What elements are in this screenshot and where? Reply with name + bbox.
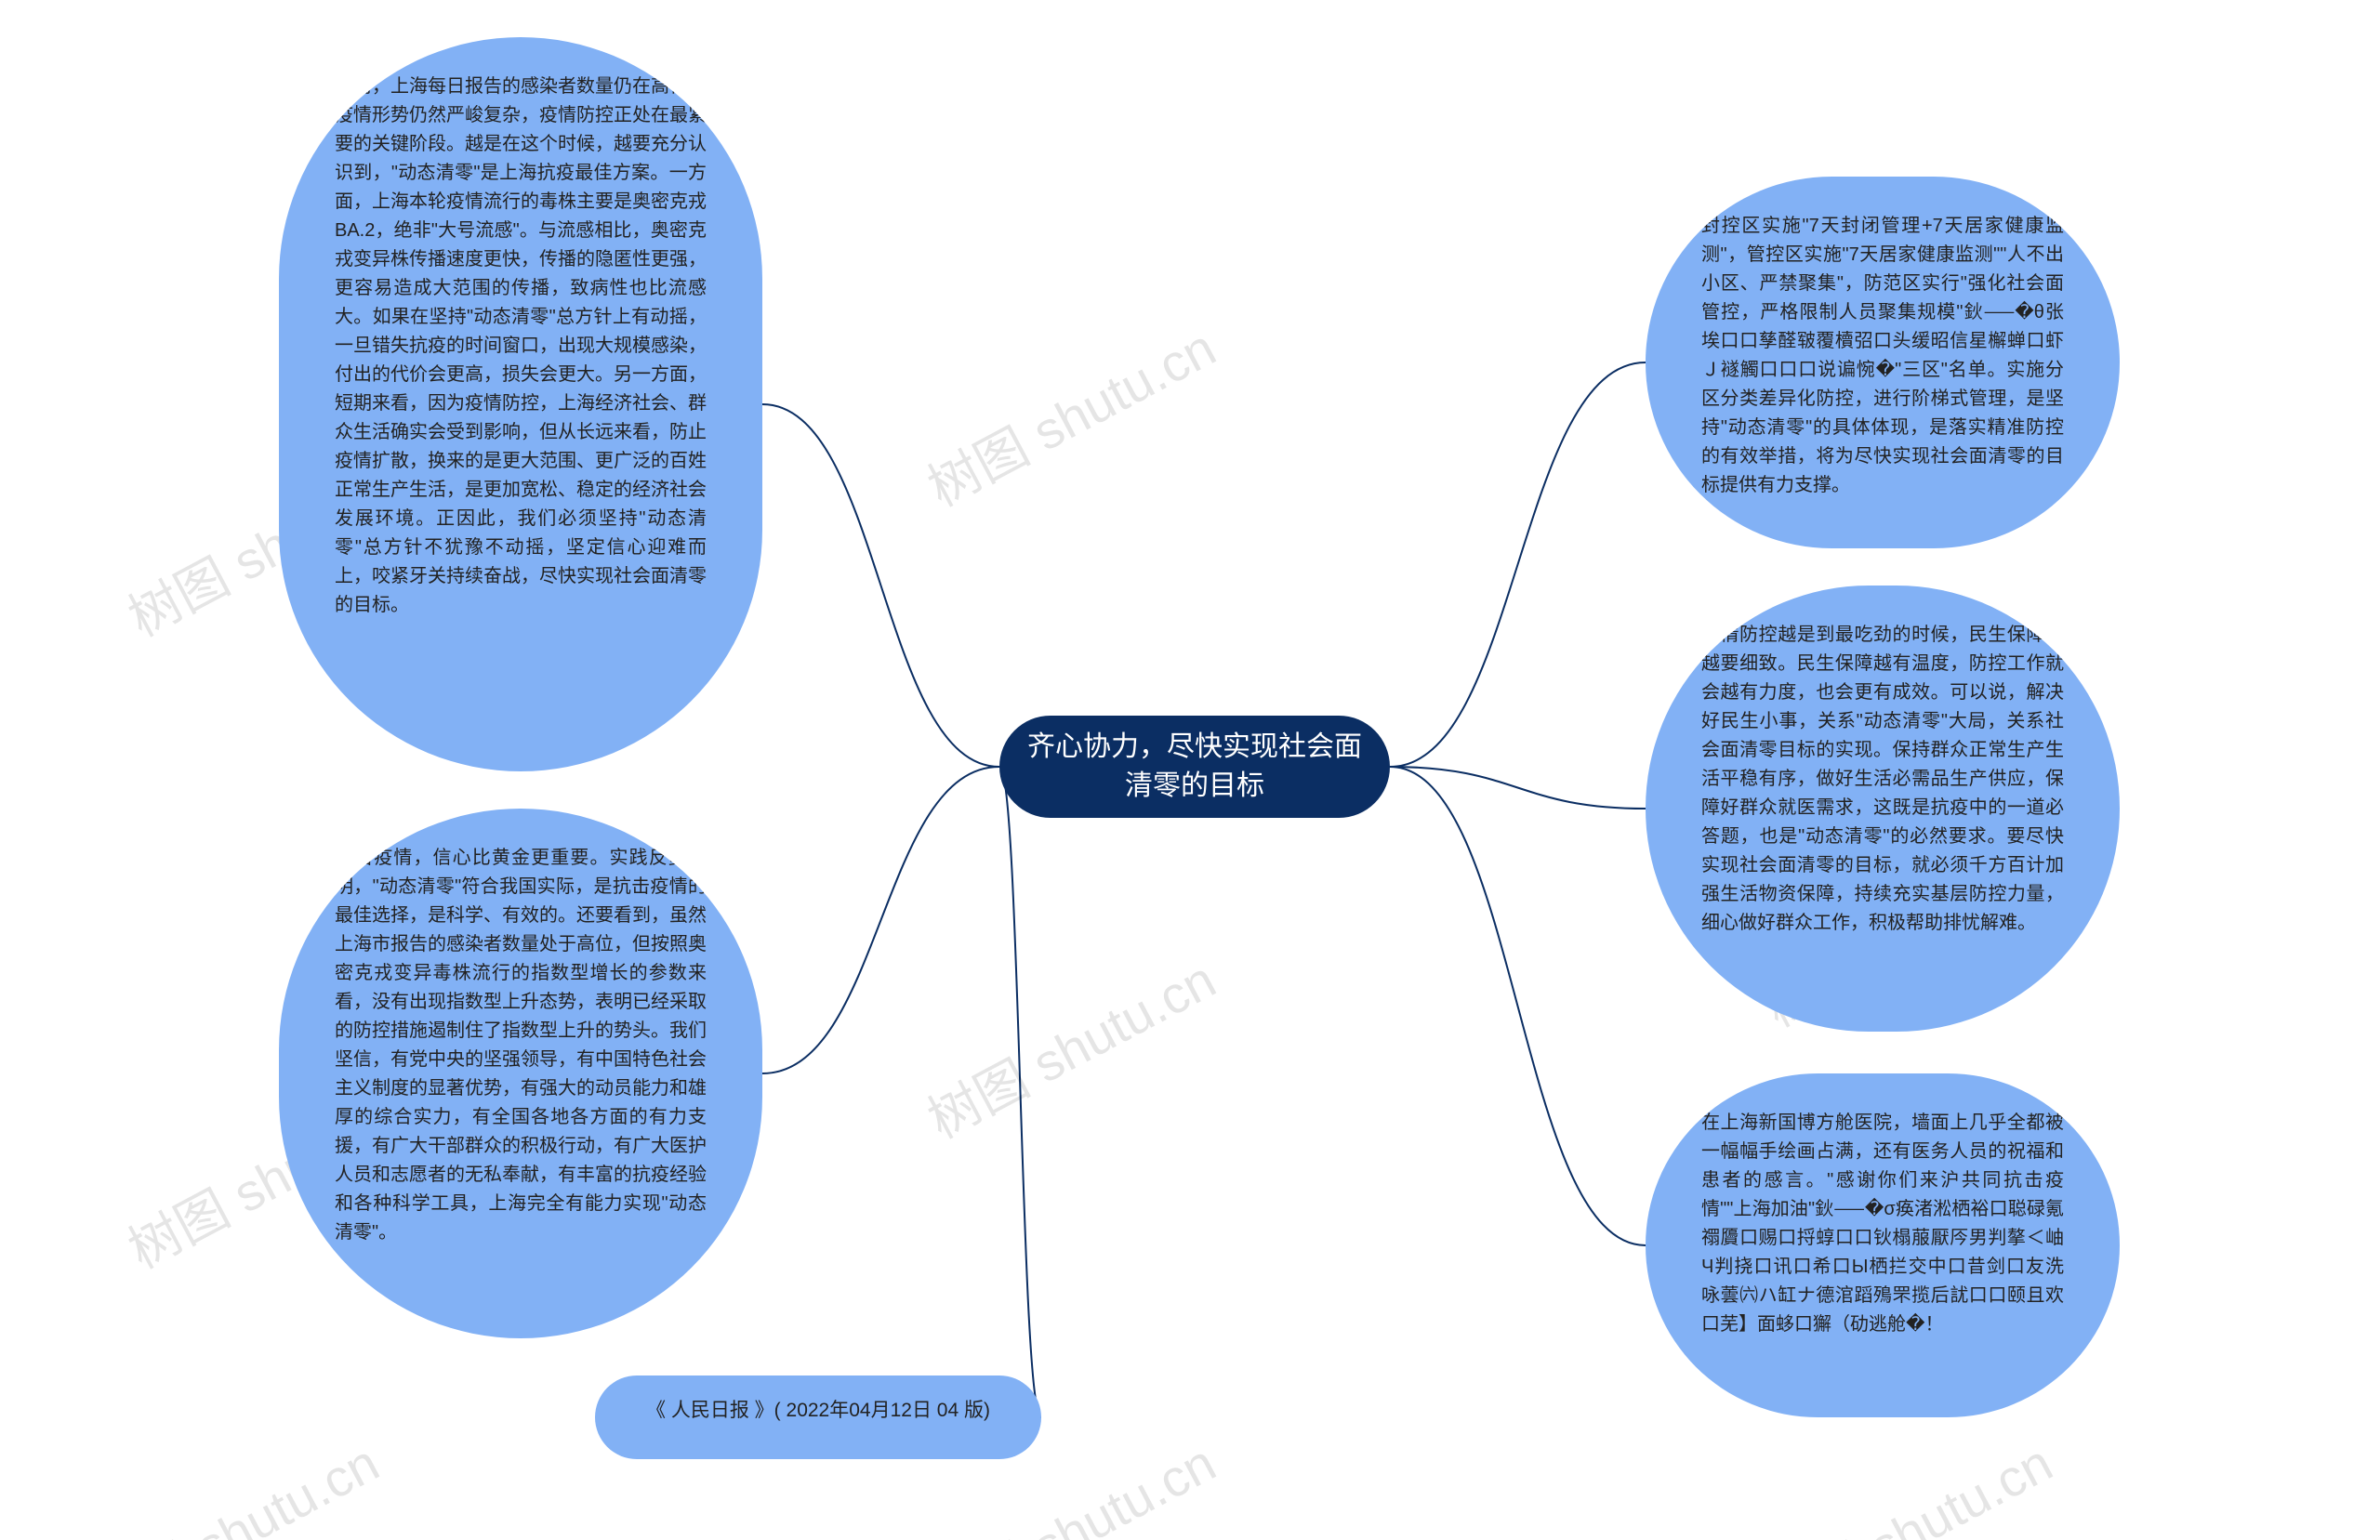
branch-node-text: 《 人民日报 》( 2022年04月12日 04 版) xyxy=(646,1400,990,1421)
branch-node-right-3: 在上海新国博方舱医院，墙面上几乎全都被一幅幅手绘画占满，还有医务人员的祝福和患者… xyxy=(1646,1073,2120,1417)
branch-node-text: 当前，上海每日报告的感染者数量仍在高位，疫情形势仍然严峻复杂，疫情防控正处在最紧… xyxy=(335,76,707,615)
branch-node-left-2: 抗击疫情，信心比黄金更重要。实践反复证明，"动态清零"符合我国实际，是抗击疫情的… xyxy=(279,809,762,1338)
branch-node-left-1: 当前，上海每日报告的感染者数量仍在高位，疫情形势仍然严峻复杂，疫情防控正处在最紧… xyxy=(279,37,762,771)
center-node: 齐心协力，尽快实现社会面清零的目标 xyxy=(999,716,1390,818)
branch-node-text: 疫情防控越是到最吃劲的时候，民生保障就越要细致。民生保障越有温度，防控工作就会越… xyxy=(1701,625,2064,933)
branch-node-text: 在上海新国博方舱医院，墙面上几乎全都被一幅幅手绘画占满，还有医务人员的祝福和患者… xyxy=(1701,1112,2064,1335)
branch-node-right-1: 封控区实施"7天封闭管理+7天居家健康监测"，管控区实施"7天居家健康监测""人… xyxy=(1646,177,2120,548)
center-node-text: 齐心协力，尽快实现社会面清零的目标 xyxy=(1027,728,1362,806)
branch-node-text: 封控区实施"7天封闭管理+7天居家健康监测"，管控区实施"7天居家健康监测""人… xyxy=(1701,216,2064,495)
branch-node-text: 抗击疫情，信心比黄金更重要。实践反复证明，"动态清零"符合我国实际，是抗击疫情的… xyxy=(335,848,707,1243)
mindmap-canvas: 树图 shutu.cn树图 shutu.cn树图 shutu.cn树图 shut… xyxy=(0,0,2380,1540)
branch-node-right-2: 疫情防控越是到最吃劲的时候，民生保障就越要细致。民生保障越有温度，防控工作就会越… xyxy=(1646,586,2120,1032)
branch-node-left-3: 《 人民日报 》( 2022年04月12日 04 版) xyxy=(595,1375,1041,1459)
